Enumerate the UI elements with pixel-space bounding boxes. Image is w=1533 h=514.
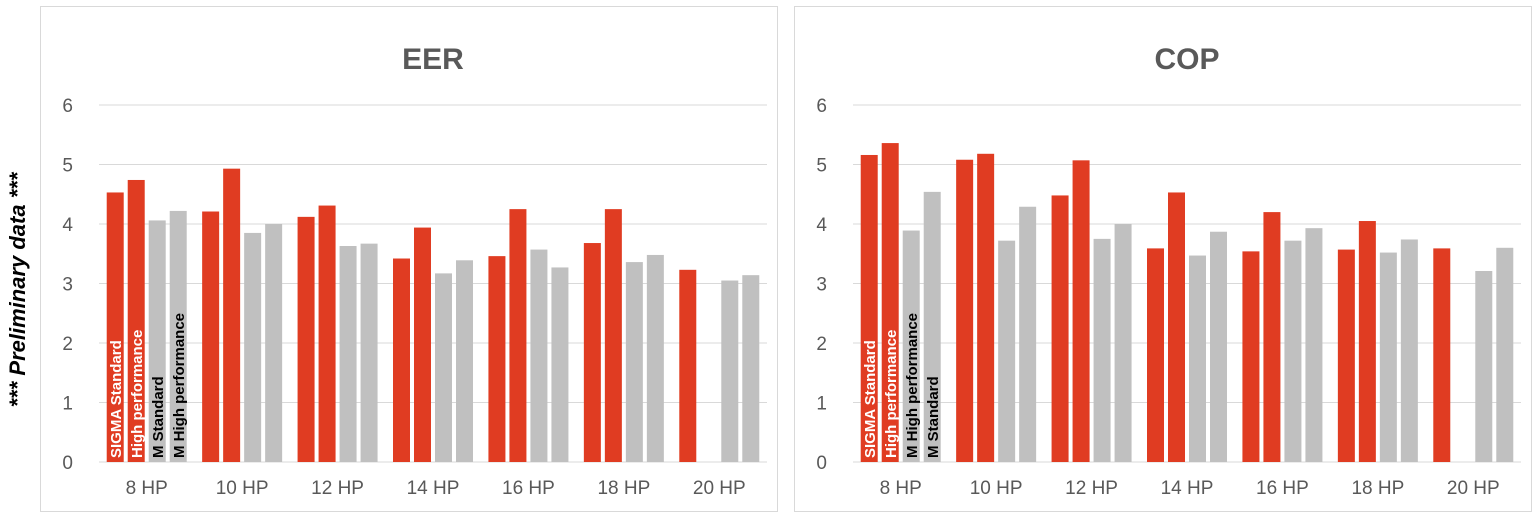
cop-x-tick-label: 18 HP [1351, 478, 1404, 499]
cop-bar-high-performance-12-hp [1072, 160, 1090, 462]
eer-bar-sigma-standard-18-hp [583, 243, 601, 462]
cop-bar-m-high-performance-20-hp [1475, 271, 1493, 462]
preliminary-data-text: *** Preliminary data *** [5, 172, 30, 408]
cop-series-label-m-standard: M Standard [925, 376, 942, 458]
eer-y-tick-label: 4 [62, 215, 73, 236]
eer-bar-sigma-standard-12-hp [297, 216, 315, 462]
cop-series-label-high-performance: High performance [883, 330, 900, 458]
cop-x-tick-label: 12 HP [1065, 478, 1118, 499]
eer-y-tick-label: 1 [62, 394, 73, 415]
cop-bar-high-performance-18-hp [1358, 221, 1376, 462]
cop-y-tick-label: 1 [816, 394, 827, 415]
eer-chart-panel: EER 0 1 2 3 4 5 6 8 HP 10 HP 12 HP 14 HP 16 HP 18 HP 2… [40, 6, 778, 512]
eer-series-label-sigma-standard: SIGMA Standard [108, 340, 125, 458]
cop-y-tick-label: 2 [816, 334, 827, 355]
eer-bar-m-standard-16-hp [530, 249, 548, 462]
cop-bar-m-high-performance-12-hp [1093, 238, 1111, 462]
cop-chart-title: COP [1154, 43, 1219, 76]
cop-bar-m-standard-14-hp [1210, 231, 1227, 462]
eer-bar-m-high-performance-18-hp [646, 254, 664, 462]
cop-chart-panel: COP 0 1 2 3 4 5 6 8 HP 10 HP 12 HP 14 HP 16 HP 18 HP 2… [794, 6, 1532, 512]
eer-x-tick-label: 20 HP [693, 478, 746, 499]
eer-bar-sigma-standard-14-hp [393, 258, 410, 462]
cop-chart: COP 0 1 2 3 4 5 6 8 HP 10 HP 12 HP 14 HP 16 HP 18 HP 2… [816, 43, 1521, 499]
eer-series-label-high-performance: High performance [129, 330, 146, 458]
eer-x-tick-label: 8 HP [126, 478, 168, 499]
eer-bar-m-standard-14-hp [435, 273, 452, 462]
eer-bar-m-high-performance-12-hp [360, 243, 378, 462]
eer-x-tick-label: 18 HP [597, 478, 650, 499]
cop-series-label-sigma-standard: SIGMA Standard [862, 340, 879, 458]
cop-bar-m-standard-12-hp [1114, 224, 1132, 462]
cop-x-tick-label: 8 HP [880, 478, 922, 499]
cop-bar-m-standard-8-hp [923, 191, 941, 462]
cop-bar-m-standard-18-hp [1400, 239, 1418, 462]
cop-bar-sigma-standard-14-hp [1147, 248, 1164, 462]
eer-y-tick-label: 3 [62, 275, 73, 296]
eer-x-tick-label: 16 HP [502, 478, 555, 499]
eer-bar-m-standard-12-hp [339, 246, 357, 462]
cop-y-tick-label: 0 [816, 453, 827, 474]
cop-series-label-m-high-performance: M High performance [904, 313, 921, 458]
eer-bar-high-performance-18-hp [604, 209, 622, 462]
eer-bar-m-standard-18-hp [625, 262, 643, 462]
eer-series-label-m-standard: M Standard [150, 376, 167, 458]
eer-bar-m-standard-10-hp [244, 232, 262, 462]
eer-bar-m-standard-8-hp [148, 220, 166, 462]
eer-bar-high-performance-8-hp [127, 179, 145, 462]
eer-x-tick-label: 14 HP [407, 478, 460, 499]
cop-x-tick-label: 14 HP [1161, 478, 1214, 499]
eer-bar-sigma-standard-20-hp [679, 269, 697, 462]
cop-bar-sigma-standard-12-hp [1051, 195, 1069, 462]
cop-y-tick-label: 6 [816, 96, 827, 117]
cop-bar-m-high-performance-16-hp [1284, 240, 1302, 462]
cop-y-tick-label: 4 [816, 215, 827, 236]
cop-bar-m-high-performance-18-hp [1379, 252, 1397, 462]
cop-y-tick-label: 3 [816, 275, 827, 296]
eer-bar-high-performance-10-hp [223, 168, 241, 463]
cop-bar-m-high-performance-10-hp [998, 240, 1016, 462]
eer-bar-sigma-standard-10-hp [202, 211, 220, 462]
eer-bar-high-performance-16-hp [509, 209, 527, 462]
eer-chart: EER 0 1 2 3 4 5 6 8 HP 10 HP 12 HP 14 HP 16 HP 18 HP 2… [62, 43, 767, 499]
cop-y-tick-label: 5 [816, 156, 827, 177]
cop-x-tick-label: 10 HP [970, 478, 1023, 499]
eer-chart-title: EER [402, 43, 464, 76]
cop-bar-sigma-standard-10-hp [956, 159, 974, 463]
cop-bar-high-performance-8-hp [881, 143, 899, 462]
eer-y-tick-label: 2 [62, 334, 73, 355]
eer-bar-m-high-performance-10-hp [265, 224, 283, 462]
cop-bar-sigma-standard-18-hp [1337, 249, 1355, 462]
cop-bar-m-high-performance-14-hp [1189, 255, 1206, 462]
eer-bar-sigma-standard-16-hp [488, 256, 506, 462]
cop-x-tick-label: 20 HP [1447, 478, 1500, 499]
eer-bar-m-high-performance-20-hp [742, 275, 760, 462]
eer-bar-high-performance-12-hp [318, 205, 336, 462]
cop-bar-high-performance-16-hp [1263, 212, 1281, 462]
eer-bar-m-standard-20-hp [721, 280, 739, 462]
cop-bar-high-performance-10-hp [977, 153, 995, 463]
eer-bar-m-high-performance-8-hp [169, 210, 187, 462]
eer-y-tick-label: 6 [62, 96, 73, 117]
eer-y-tick-label: 0 [62, 453, 73, 474]
cop-bar-sigma-standard-16-hp [1242, 251, 1260, 462]
eer-series-label-m-high-performance: M High performance [171, 313, 188, 458]
eer-bar-sigma-standard-8-hp [106, 192, 124, 462]
eer-x-tick-label: 12 HP [311, 478, 364, 499]
cop-bar-m-standard-10-hp [1019, 206, 1037, 462]
cop-x-tick-label: 16 HP [1256, 478, 1309, 499]
cop-bar-m-standard-20-hp [1496, 247, 1514, 462]
cop-bar-m-standard-16-hp [1305, 228, 1323, 462]
cop-bar-sigma-standard-8-hp [860, 154, 878, 463]
cop-bar-sigma-standard-20-hp [1433, 248, 1451, 462]
cop-bar-m-high-performance-8-hp [902, 230, 920, 462]
eer-bar-high-performance-14-hp [414, 227, 431, 462]
eer-y-tick-label: 5 [62, 156, 73, 177]
preliminary-data-note: *** Preliminary data *** [0, 0, 36, 514]
eer-x-tick-label: 10 HP [216, 478, 269, 499]
cop-bar-high-performance-14-hp [1168, 192, 1185, 462]
eer-bar-m-high-performance-16-hp [551, 267, 569, 462]
eer-bar-m-high-performance-14-hp [456, 260, 473, 462]
